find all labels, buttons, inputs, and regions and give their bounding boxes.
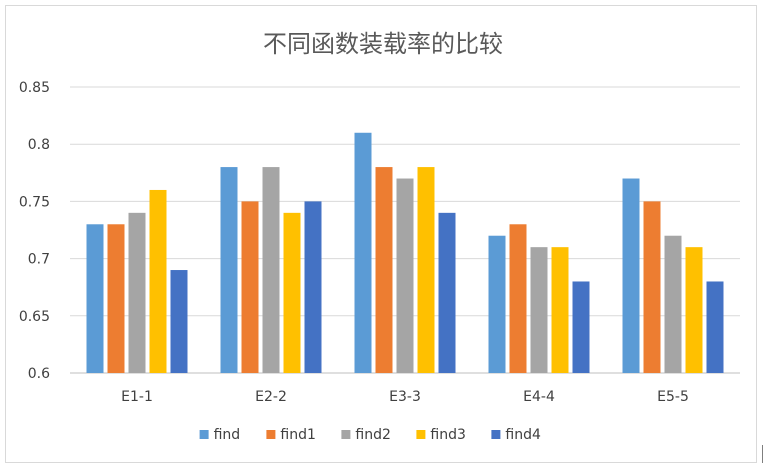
bar-find4-E3-3 — [438, 212, 456, 373]
legend-label: find2 — [355, 427, 391, 443]
x-tick-label: E4-4 — [523, 389, 555, 405]
bar-find2-E5-5 — [664, 235, 682, 373]
bar-find-E3-3 — [354, 132, 372, 373]
bar-find1-E4-4 — [509, 224, 527, 373]
legend-item-find: find — [199, 427, 241, 443]
bar-find4-E1-1 — [170, 270, 188, 373]
legend-label: find3 — [430, 427, 466, 443]
legend-swatch — [416, 430, 426, 439]
bar-find3-E3-3 — [417, 167, 435, 373]
legend-item-find1: find1 — [266, 427, 316, 443]
legend-label: find — [214, 427, 241, 443]
y-tick-label: 0.65 — [19, 309, 50, 325]
legend-swatch — [199, 430, 209, 439]
bar-find3-E4-4 — [551, 247, 569, 373]
bar-find-E4-4 — [488, 235, 506, 373]
legend-swatch — [341, 430, 351, 439]
chart-title: 不同函数装载率的比较 — [263, 30, 503, 58]
y-tick-label: 0.85 — [19, 80, 50, 96]
legend-swatch — [491, 430, 501, 439]
bar-find3-E5-5 — [685, 247, 703, 373]
y-tick-label: 0.8 — [28, 137, 50, 153]
bar-find-E5-5 — [622, 178, 640, 373]
bar-find3-E2-2 — [283, 212, 301, 373]
x-tick-label: E3-3 — [389, 389, 421, 405]
y-tick-label: 0.6 — [28, 366, 50, 382]
legend-label: find4 — [505, 427, 541, 443]
y-tick-label: 0.7 — [28, 252, 50, 268]
x-tick-label: E1-1 — [121, 389, 153, 405]
bar-find2-E1-1 — [128, 212, 146, 373]
bar-find4-E4-4 — [572, 281, 590, 373]
bar-find2-E4-4 — [530, 247, 548, 373]
legend-item-find4: find4 — [491, 427, 541, 443]
bar-find1-E2-2 — [241, 201, 259, 373]
bars — [86, 132, 724, 373]
y-tick-label: 0.75 — [19, 194, 50, 210]
bar-find3-E1-1 — [149, 189, 167, 373]
legend-swatch — [266, 430, 276, 439]
x-tick-label: E5-5 — [657, 389, 689, 405]
bar-find1-E1-1 — [107, 224, 125, 373]
bar-find4-E2-2 — [304, 201, 322, 373]
legend-label: find1 — [280, 427, 316, 443]
bar-find2-E2-2 — [262, 167, 280, 373]
legend-item-find2: find2 — [341, 427, 391, 443]
x-tick-label: E2-2 — [255, 389, 287, 405]
legend-item-find3: find3 — [416, 427, 466, 443]
text-cursor — [762, 445, 763, 463]
legend: find find1 find2 find3 find4 — [199, 427, 541, 443]
bar-find1-E3-3 — [375, 167, 393, 373]
bar-find1-E5-5 — [643, 201, 661, 373]
bar-find4-E5-5 — [706, 281, 724, 373]
bar-find-E1-1 — [86, 224, 104, 373]
y-axis: 0.6 0.65 0.7 0.75 0.8 0.85 — [19, 80, 50, 382]
bar-find2-E3-3 — [396, 178, 414, 373]
bar-find-E2-2 — [220, 167, 238, 373]
x-axis: E1-1 E2-2 E3-3 E4-4 E5-5 — [121, 389, 689, 405]
